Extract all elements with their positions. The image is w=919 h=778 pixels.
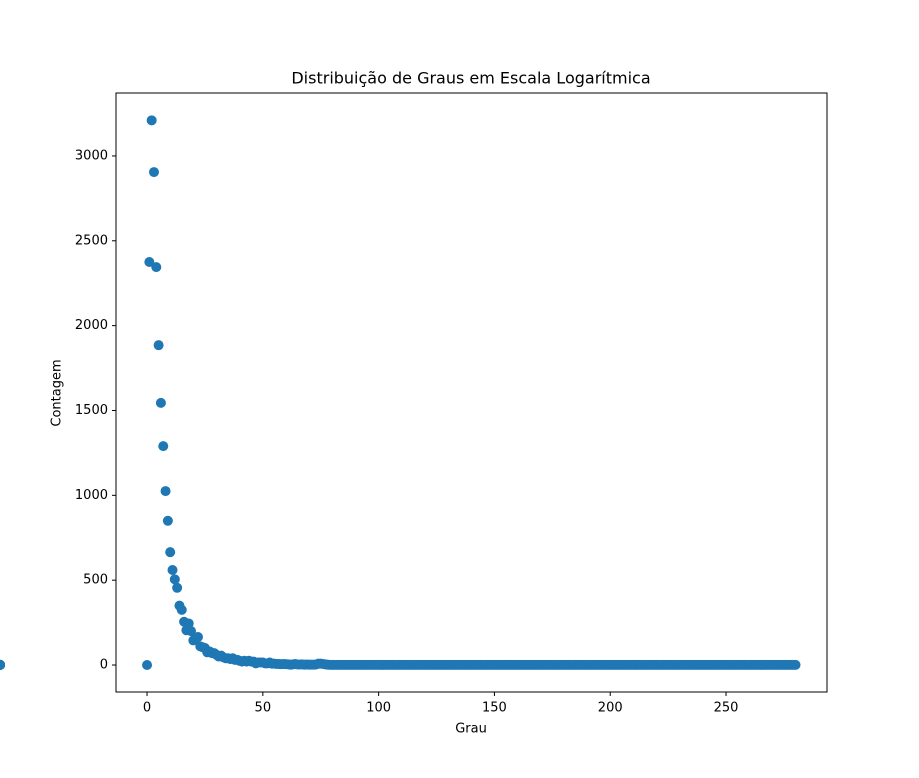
y-tick-label: 3000 bbox=[75, 148, 108, 163]
point bbox=[146, 115, 157, 126]
y-axis-label: Contagem bbox=[50, 359, 65, 426]
point bbox=[153, 340, 164, 351]
point bbox=[158, 441, 169, 452]
point bbox=[148, 167, 159, 178]
point bbox=[183, 618, 194, 629]
point bbox=[144, 257, 155, 268]
point bbox=[0, 659, 5, 670]
point bbox=[162, 515, 173, 526]
point bbox=[172, 582, 183, 593]
point bbox=[176, 604, 187, 615]
chart-title: Distribuição de Graus em Escala Logarítm… bbox=[291, 69, 650, 88]
point bbox=[151, 262, 162, 273]
point bbox=[192, 632, 203, 643]
x-tick-label: 250 bbox=[714, 701, 739, 716]
x-tick-label: 100 bbox=[366, 701, 391, 716]
y-tick-label: 0 bbox=[100, 658, 108, 673]
point bbox=[160, 486, 171, 497]
x-tick-label: 0 bbox=[143, 701, 151, 716]
y-tick-label: 2000 bbox=[75, 318, 108, 333]
x-axis-label: Grau bbox=[455, 722, 487, 737]
y-tick-label: 1500 bbox=[75, 403, 108, 418]
point bbox=[142, 660, 153, 671]
x-tick-label: 200 bbox=[598, 701, 623, 716]
y-tick-label: 2500 bbox=[75, 233, 108, 248]
point bbox=[165, 547, 176, 558]
point bbox=[169, 574, 180, 585]
x-tick-label: 50 bbox=[255, 701, 272, 716]
x-tick-label: 150 bbox=[482, 701, 507, 716]
point bbox=[167, 564, 178, 575]
point bbox=[155, 397, 166, 408]
plot-frame bbox=[115, 92, 828, 693]
y-tick-label: 1000 bbox=[75, 488, 108, 503]
y-tick-label: 500 bbox=[83, 573, 108, 588]
point bbox=[790, 659, 801, 670]
